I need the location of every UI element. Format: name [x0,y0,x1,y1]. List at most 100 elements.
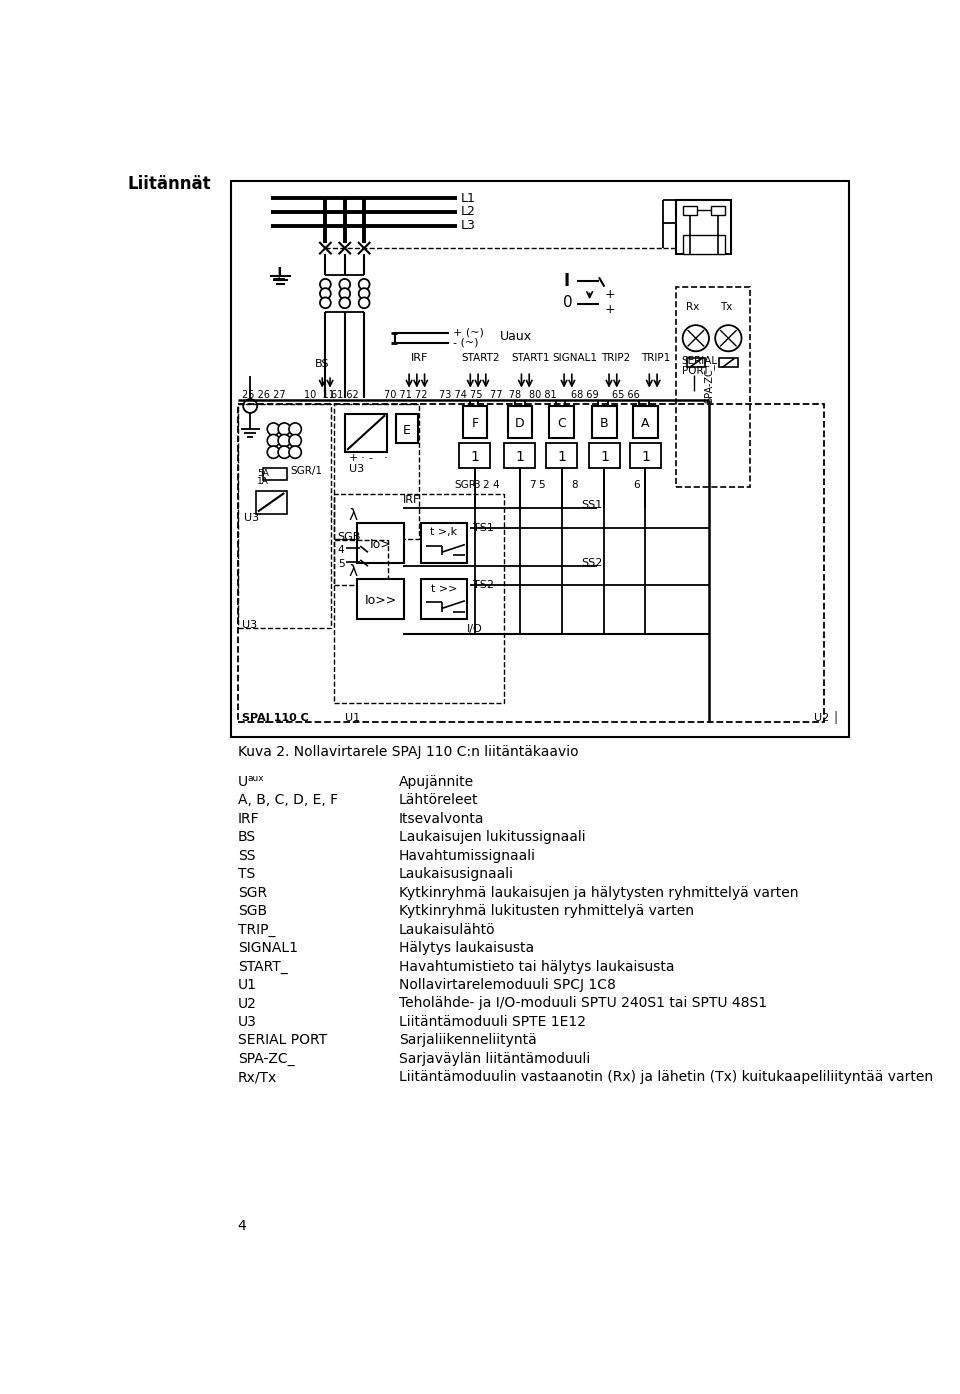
Bar [504,443,536,467]
Text: 5: 5 [338,559,345,569]
Text: 65 66: 65 66 [612,390,640,400]
Text: SGR: SGR [238,885,267,899]
Text: t >,k: t >,k [430,527,458,537]
Text: 3: 3 [473,480,480,489]
Text: START2: START2 [462,353,500,364]
Text: A: A [641,417,650,431]
Text: Uaux: Uaux [500,330,532,343]
Bar [420,523,468,563]
Text: ·: · [360,452,364,464]
Circle shape [289,422,301,435]
Text: START_: START_ [238,959,288,973]
Text: 77  78: 77 78 [491,390,521,400]
Bar [719,358,737,368]
Text: U2 │: U2 │ [814,711,839,725]
Bar [357,523,403,563]
Bar [345,414,388,452]
Bar [686,358,706,368]
Text: BS: BS [315,358,330,368]
Text: SS: SS [238,849,255,863]
Text: IRF: IRF [411,353,428,364]
Bar [710,206,725,215]
Circle shape [359,279,370,290]
Text: Teholähde- ja I/O-moduuli SPTU 240S1 tai SPTU 48S1: Teholähde- ja I/O-moduuli SPTU 240S1 tai… [399,997,767,1011]
Text: START1: START1 [512,353,550,364]
Text: 10  11: 10 11 [304,390,335,400]
Text: 1: 1 [470,450,479,464]
Text: SPA-ZC_: SPA-ZC_ [238,1052,295,1066]
Text: TS1: TS1 [472,523,493,533]
Text: 0: 0 [564,294,573,309]
Circle shape [278,446,291,459]
Bar [630,443,660,467]
Text: SIGNAL1: SIGNAL1 [238,941,298,955]
Text: Liitäntämoduulin vastaanotin (Rx) ja lähetin (Tx) kuitukaapeliliityntää varten: Liitäntämoduulin vastaanotin (Rx) ja läh… [399,1071,933,1085]
Text: 1: 1 [558,450,566,464]
Text: 8: 8 [571,480,578,489]
Text: Apujännite: Apujännite [399,775,474,789]
Text: +: + [348,453,358,463]
Text: PORT: PORT [682,365,709,375]
Text: I: I [564,272,569,290]
Circle shape [339,279,350,290]
Text: λ: λ [348,565,358,579]
Text: TRIP1: TRIP1 [641,353,670,364]
Text: SGR/1: SGR/1 [291,467,323,477]
Text: U3: U3 [238,1015,256,1029]
Bar [633,406,658,438]
Bar [263,467,287,480]
Text: Rx: Rx [685,302,699,312]
Bar [546,443,577,467]
Text: U1: U1 [238,979,257,993]
Text: SGB: SGB [337,533,360,542]
Text: TS: TS [238,867,255,881]
Bar [549,406,574,438]
Circle shape [683,325,709,351]
Text: TS2: TS2 [472,580,493,590]
Text: L3: L3 [461,219,476,233]
Text: ·: · [383,452,388,464]
Circle shape [339,297,350,308]
Circle shape [267,422,279,435]
Text: SERIAL PORT: SERIAL PORT [238,1033,327,1047]
Text: Sarjaväylän liitäntämoduuli: Sarjaväylän liitäntämoduuli [399,1052,590,1066]
Bar [238,404,331,627]
Circle shape [278,435,291,447]
Bar [463,406,488,438]
Text: 1: 1 [516,450,524,464]
Text: 4: 4 [492,480,498,489]
Text: L2: L2 [461,205,476,219]
Text: aux: aux [247,774,264,783]
Text: Rx/Tx: Rx/Tx [238,1071,277,1085]
Text: Havahtumissignaali: Havahtumissignaali [399,849,536,863]
Text: 1A: 1A [257,477,269,487]
Bar [334,404,420,539]
Bar [683,236,725,254]
Text: U3: U3 [242,620,257,630]
Circle shape [278,422,291,435]
Bar [230,181,849,737]
Text: 5A: 5A [257,470,269,478]
Bar [460,443,491,467]
Circle shape [243,399,257,413]
Circle shape [339,289,350,298]
Bar [592,406,616,438]
Text: - (~): - (~) [453,337,479,348]
Bar [677,287,750,487]
Text: 7: 7 [529,480,536,489]
Text: -: - [368,453,372,463]
Text: 6: 6 [633,480,639,489]
Circle shape [289,435,301,447]
Text: Liitäntämoduuli SPTE 1E12: Liitäntämoduuli SPTE 1E12 [399,1015,586,1029]
Text: 61 62: 61 62 [331,390,358,400]
Text: Nollavirtarelemoduuli SPCJ 1C8: Nollavirtarelemoduuli SPCJ 1C8 [399,979,616,993]
Text: 25 26 27: 25 26 27 [243,390,286,400]
Text: TRIP_: TRIP_ [238,923,276,937]
Bar [508,406,532,438]
Text: F: F [471,417,478,431]
Text: Havahtumistieto tai hälytys laukaisusta: Havahtumistieto tai hälytys laukaisusta [399,959,675,973]
Circle shape [715,325,741,351]
Text: 2: 2 [482,480,489,489]
Text: TRIP2: TRIP2 [601,353,630,364]
Text: 1: 1 [641,450,650,464]
